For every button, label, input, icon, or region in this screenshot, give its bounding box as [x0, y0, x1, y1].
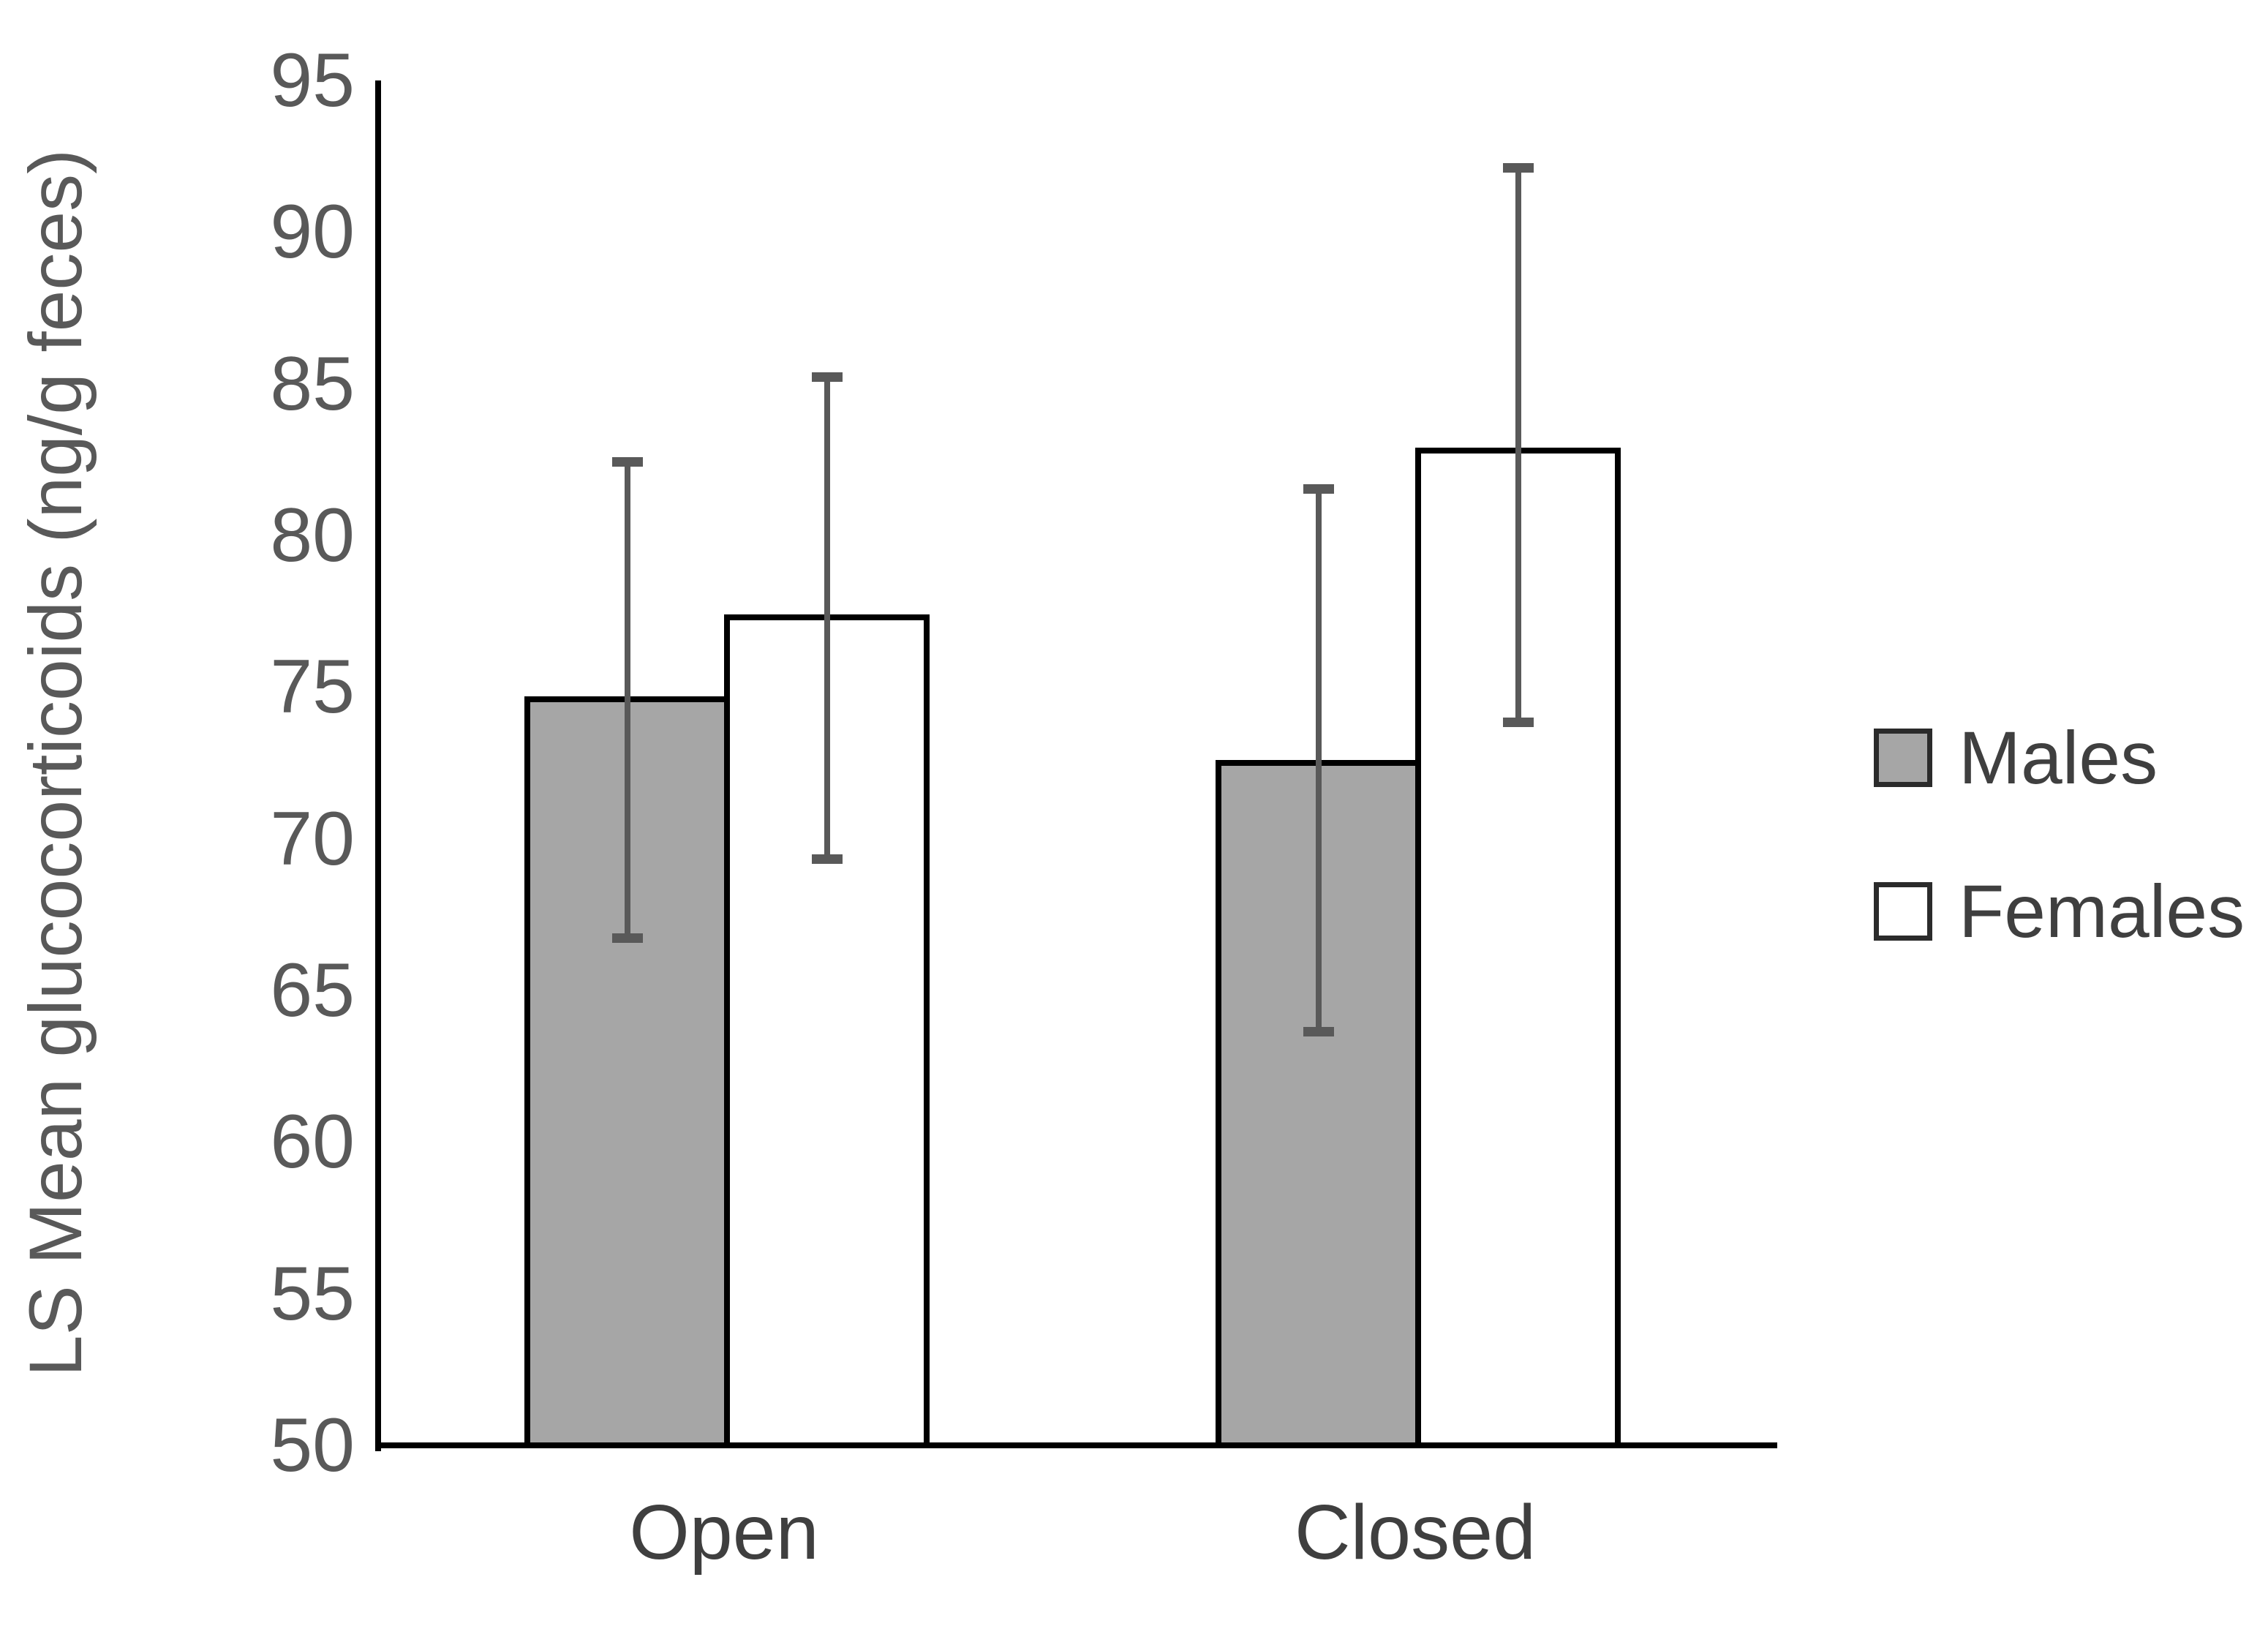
- y-tick-label: 75: [270, 644, 355, 730]
- error-bar-cap: [1303, 484, 1334, 494]
- error-bar-cap: [1502, 162, 1534, 173]
- y-tick-label: 70: [270, 796, 355, 881]
- legend-label-males: Males: [1959, 716, 2158, 799]
- error-bar-closed-males: [1315, 486, 1322, 1030]
- y-tick-label: 65: [270, 948, 355, 1033]
- error-bar-cap: [611, 456, 643, 467]
- error-bar-open-males: [624, 459, 630, 936]
- x-axis-line: [375, 1442, 1777, 1448]
- legend-label-females: Females: [1959, 870, 2245, 953]
- legend-item-males: Males: [1874, 720, 2245, 795]
- y-tick-label: 90: [270, 189, 355, 275]
- legend-item-females: Females: [1874, 874, 2245, 949]
- y-tick-label: 55: [270, 1251, 355, 1336]
- error-bar-cap: [1502, 718, 1534, 728]
- y-tick-label: 50: [270, 1403, 355, 1488]
- y-tick-label: 85: [270, 341, 355, 426]
- error-bar-cap: [811, 372, 843, 382]
- legend-swatch-males: [1874, 729, 1932, 787]
- error-bar-cap: [611, 933, 643, 943]
- error-bar-closed-females: [1515, 165, 1521, 720]
- y-axis-line: [375, 80, 381, 1451]
- bar-closed-females: [1415, 447, 1621, 1448]
- y-tick-label: 95: [270, 38, 355, 123]
- y-axis-title: LS Mean glucocorticoids (ng/g feces): [14, 148, 97, 1377]
- legend: Males Females: [1874, 720, 2245, 1028]
- y-tick-label: 60: [270, 1099, 355, 1185]
- error-bar-open-females: [824, 375, 830, 857]
- category-label-closed: Closed: [1295, 1489, 1536, 1576]
- error-bar-cap: [811, 854, 843, 865]
- legend-swatch-females: [1874, 882, 1932, 941]
- y-tick-label: 80: [270, 493, 355, 578]
- error-bar-cap: [1303, 1027, 1334, 1037]
- category-label-open: Open: [629, 1489, 819, 1576]
